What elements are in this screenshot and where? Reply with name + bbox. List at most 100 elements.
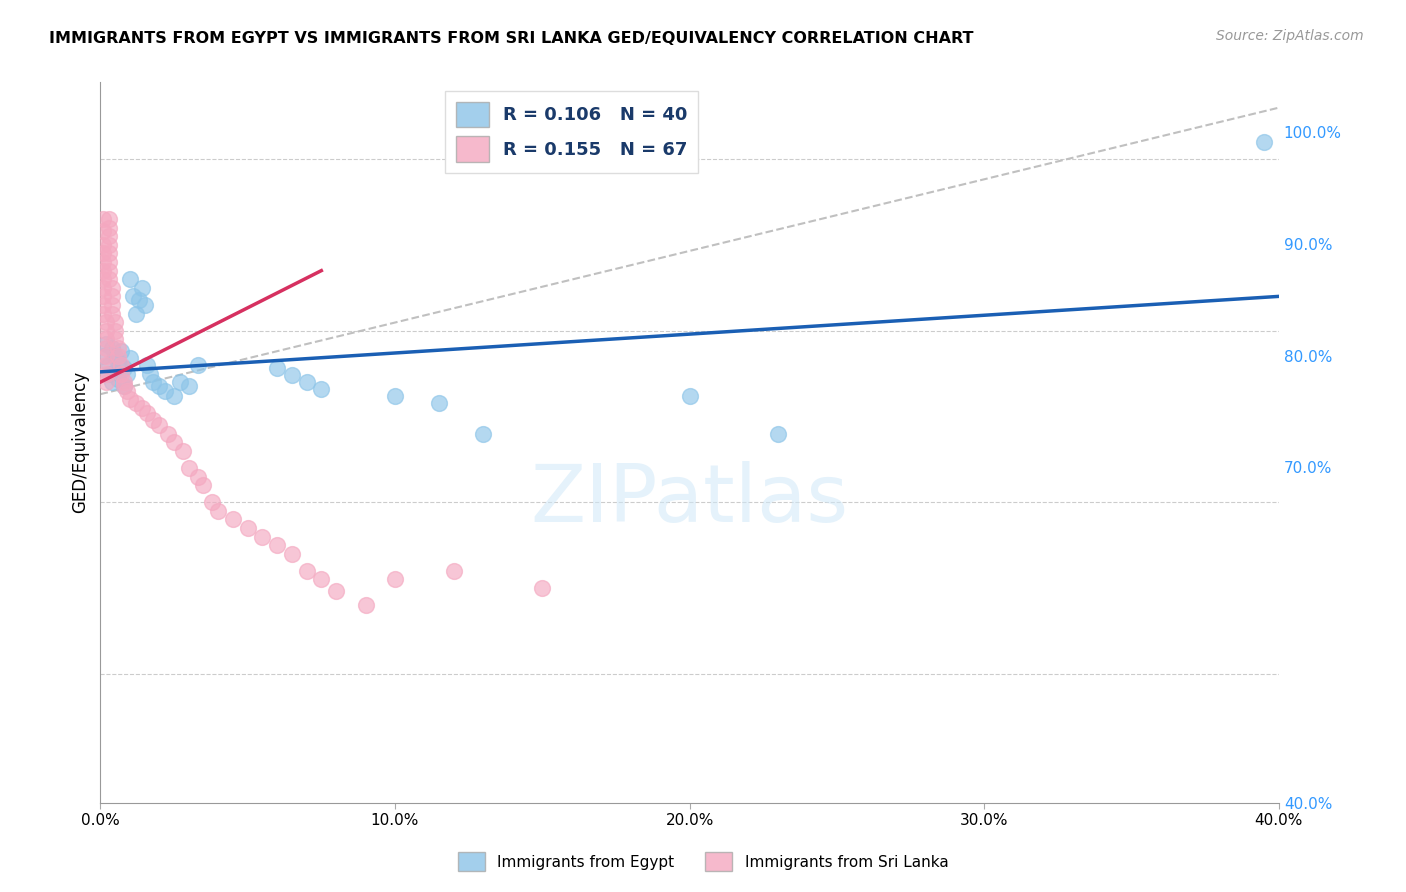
- Point: [142, 413, 165, 427]
- Point: [96, 324, 118, 338]
- Legend: R = 0.106   N = 40, R = 0.155   N = 67: R = 0.106 N = 40, R = 0.155 N = 67: [446, 91, 699, 173]
- Point: [252, 530, 274, 544]
- Point: [91, 255, 114, 269]
- Point: [177, 461, 200, 475]
- Point: [91, 263, 114, 277]
- Point: [207, 504, 229, 518]
- Point: [121, 289, 143, 303]
- Point: [110, 367, 132, 381]
- Point: [187, 358, 209, 372]
- Point: [91, 281, 114, 295]
- Point: [531, 581, 554, 595]
- Point: [131, 401, 153, 415]
- Point: [311, 382, 333, 396]
- Point: [104, 350, 127, 364]
- Point: [115, 367, 138, 381]
- Point: [142, 375, 165, 389]
- Point: [295, 564, 318, 578]
- Point: [148, 378, 170, 392]
- Point: [136, 406, 159, 420]
- Point: [163, 435, 186, 450]
- Point: [1253, 135, 1275, 149]
- Point: [281, 368, 304, 383]
- Point: [96, 367, 118, 381]
- Point: [112, 378, 135, 392]
- Point: [98, 238, 121, 252]
- Text: ZIPatlas: ZIPatlas: [530, 461, 849, 539]
- Point: [325, 584, 347, 599]
- Point: [101, 306, 124, 320]
- Point: [139, 367, 162, 381]
- Point: [96, 375, 118, 389]
- Point: [98, 263, 121, 277]
- Point: [169, 375, 191, 389]
- Point: [96, 332, 118, 346]
- Point: [115, 384, 138, 398]
- Point: [101, 375, 124, 389]
- Point: [98, 212, 121, 227]
- Point: [295, 375, 318, 389]
- Legend: Immigrants from Egypt, Immigrants from Sri Lanka: Immigrants from Egypt, Immigrants from S…: [451, 847, 955, 877]
- Point: [118, 351, 141, 366]
- Point: [766, 426, 789, 441]
- Point: [125, 306, 148, 320]
- Point: [107, 350, 129, 364]
- Point: [96, 337, 118, 351]
- Point: [172, 443, 194, 458]
- Y-axis label: GED/Equivalency: GED/Equivalency: [72, 371, 89, 513]
- Point: [91, 289, 114, 303]
- Point: [104, 332, 127, 346]
- Text: IMMIGRANTS FROM EGYPT VS IMMIGRANTS FROM SRI LANKA GED/EQUIVALENCY CORRELATION C: IMMIGRANTS FROM EGYPT VS IMMIGRANTS FROM…: [49, 31, 974, 46]
- Point: [91, 298, 114, 312]
- Point: [112, 378, 135, 392]
- Point: [98, 367, 121, 381]
- Point: [101, 341, 124, 355]
- Point: [110, 344, 132, 359]
- Point: [91, 212, 114, 227]
- Point: [96, 358, 118, 372]
- Point: [222, 512, 245, 526]
- Point: [427, 396, 450, 410]
- Point: [193, 478, 215, 492]
- Point: [98, 246, 121, 260]
- Point: [112, 361, 135, 376]
- Point: [163, 389, 186, 403]
- Point: [236, 521, 259, 535]
- Point: [118, 272, 141, 286]
- Point: [131, 281, 153, 295]
- Point: [98, 358, 121, 372]
- Point: [443, 564, 465, 578]
- Point: [101, 289, 124, 303]
- Point: [110, 358, 132, 372]
- Point: [98, 255, 121, 269]
- Point: [472, 426, 495, 441]
- Point: [354, 598, 377, 612]
- Point: [104, 365, 127, 379]
- Point: [311, 573, 333, 587]
- Point: [134, 298, 156, 312]
- Point: [91, 224, 114, 238]
- Point: [91, 246, 114, 260]
- Point: [98, 272, 121, 286]
- Point: [104, 315, 127, 329]
- Point: [136, 358, 159, 372]
- Point: [91, 238, 114, 252]
- Point: [153, 384, 176, 398]
- Point: [107, 341, 129, 355]
- Point: [678, 389, 700, 403]
- Point: [187, 469, 209, 483]
- Point: [125, 396, 148, 410]
- Point: [384, 573, 406, 587]
- Point: [201, 495, 224, 509]
- Point: [91, 350, 114, 364]
- Point: [104, 324, 127, 338]
- Point: [281, 547, 304, 561]
- Text: Source: ZipAtlas.com: Source: ZipAtlas.com: [1216, 29, 1364, 43]
- Point: [98, 220, 121, 235]
- Point: [107, 372, 129, 386]
- Point: [157, 426, 180, 441]
- Point: [128, 293, 150, 307]
- Point: [101, 281, 124, 295]
- Point: [384, 389, 406, 403]
- Point: [91, 306, 114, 320]
